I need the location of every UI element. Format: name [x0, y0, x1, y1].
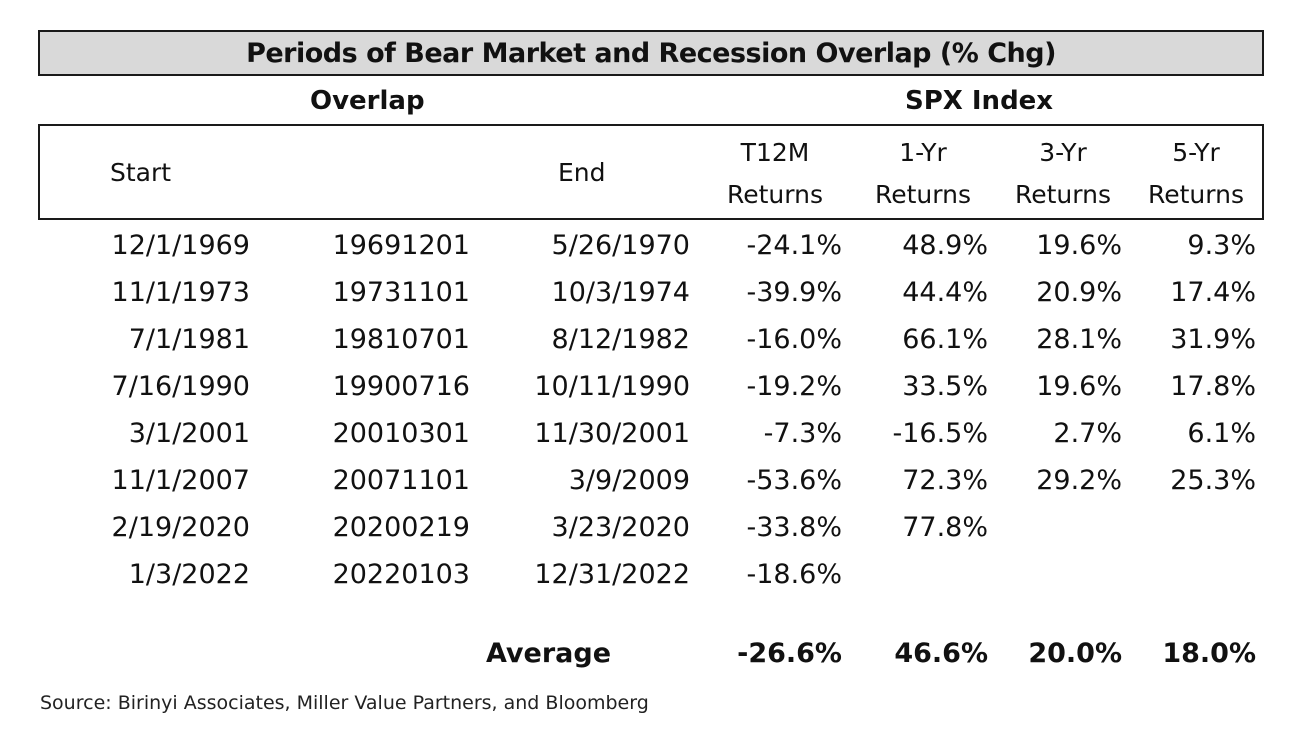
cell-t12m: -7.3%: [763, 418, 842, 449]
source-note: Source: Birinyi Associates, Miller Value…: [40, 692, 649, 714]
cell-date-code: 20010301: [332, 418, 470, 449]
cell-t12m: -33.8%: [746, 512, 842, 543]
cell-date-code: 19731101: [332, 277, 470, 308]
cell-1yr: 66.1%: [902, 324, 988, 355]
column-header-5yr-bottom: Returns: [1148, 180, 1244, 209]
cell-3yr: 20.9%: [1036, 277, 1122, 308]
cell-date-code: 19810701: [332, 324, 470, 355]
cell-5yr: 17.8%: [1170, 371, 1256, 402]
cell-t12m: -16.0%: [746, 324, 842, 355]
column-header-1yr-bottom: Returns: [875, 180, 971, 209]
cell-1yr: 72.3%: [902, 465, 988, 496]
cell-3yr: 19.6%: [1036, 230, 1122, 261]
average-5yr: 18.0%: [1162, 638, 1256, 669]
cell-date-code: 20200219: [332, 512, 470, 543]
cell-t12m: -18.6%: [746, 559, 842, 590]
cell-date-code: 20071101: [332, 465, 470, 496]
column-header-t12m-bottom: Returns: [727, 180, 823, 209]
cell-t12m: -39.9%: [746, 277, 842, 308]
cell-5yr: 9.3%: [1187, 230, 1256, 261]
cell-date-code: 19900716: [332, 371, 470, 402]
cell-1yr: 33.5%: [902, 371, 988, 402]
cell-3yr: 19.6%: [1036, 371, 1122, 402]
cell-start: 7/16/1990: [111, 371, 250, 402]
cell-t12m: -19.2%: [746, 371, 842, 402]
cell-3yr: 2.7%: [1053, 418, 1122, 449]
group-header-spx-index: SPX Index: [905, 86, 1054, 116]
cell-5yr: 6.1%: [1187, 418, 1256, 449]
cell-start: 2/19/2020: [111, 512, 250, 543]
column-header-3yr-bottom: Returns: [1015, 180, 1111, 209]
column-header-box: [38, 124, 1264, 220]
cell-start: 3/1/2001: [128, 418, 250, 449]
cell-start: 7/1/1981: [128, 324, 250, 355]
cell-end: 5/26/1970: [551, 230, 690, 261]
cell-start: 11/1/2007: [111, 465, 250, 496]
cell-date-code: 20220103: [332, 559, 470, 590]
cell-end: 3/9/2009: [568, 465, 690, 496]
cell-1yr: 44.4%: [902, 277, 988, 308]
average-label: Average: [486, 638, 612, 669]
column-header-t12m-top: T12M: [740, 138, 810, 167]
cell-date-code: 19691201: [332, 230, 470, 261]
cell-1yr: 48.9%: [902, 230, 988, 261]
column-header-5yr-top: 5-Yr: [1172, 138, 1220, 167]
cell-start: 1/3/2022: [128, 559, 250, 590]
group-header-overlap: Overlap: [310, 86, 425, 116]
cell-1yr: -16.5%: [892, 418, 988, 449]
cell-end: 10/3/1974: [551, 277, 690, 308]
average-3yr: 20.0%: [1028, 638, 1122, 669]
table-title: Periods of Bear Market and Recession Ove…: [38, 30, 1264, 76]
cell-3yr: 28.1%: [1036, 324, 1122, 355]
column-header-3yr-top: 3-Yr: [1039, 138, 1087, 167]
cell-end: 11/30/2001: [534, 418, 690, 449]
cell-3yr: 29.2%: [1036, 465, 1122, 496]
column-header-end: End: [558, 158, 606, 187]
column-header-start: Start: [110, 158, 172, 187]
cell-5yr: 31.9%: [1170, 324, 1256, 355]
average-t12m: -26.6%: [737, 638, 842, 669]
cell-end: 3/23/2020: [551, 512, 690, 543]
cell-t12m: -24.1%: [746, 230, 842, 261]
average-1yr: 46.6%: [894, 638, 988, 669]
cell-start: 11/1/1973: [111, 277, 250, 308]
cell-end: 10/11/1990: [534, 371, 690, 402]
cell-start: 12/1/1969: [111, 230, 250, 261]
cell-5yr: 17.4%: [1170, 277, 1256, 308]
cell-t12m: -53.6%: [746, 465, 842, 496]
cell-5yr: 25.3%: [1170, 465, 1256, 496]
column-header-1yr-top: 1-Yr: [899, 138, 947, 167]
cell-end: 12/31/2022: [534, 559, 690, 590]
cell-end: 8/12/1982: [551, 324, 690, 355]
cell-1yr: 77.8%: [902, 512, 988, 543]
